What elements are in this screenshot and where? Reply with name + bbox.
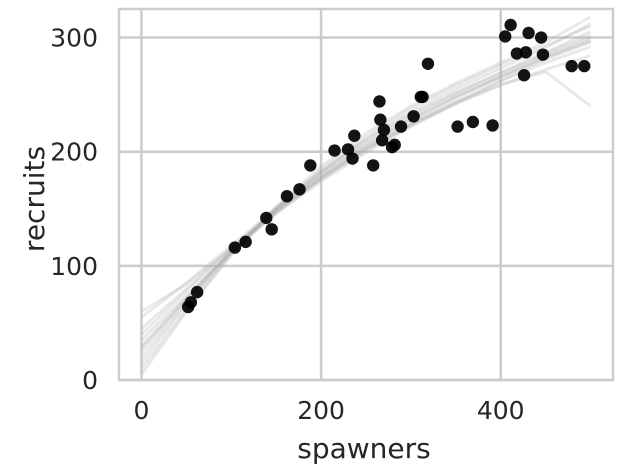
data-point [190,285,204,299]
tick-labels: 0 200 400 0 100 200 300 [50,24,524,425]
data-point [373,95,386,108]
data-point [366,159,380,172]
data-point [407,110,420,123]
data-point [239,235,252,249]
data-point [346,152,359,165]
posterior-curve [140,70,592,319]
posterior-curve [140,54,591,336]
data-point [280,190,294,203]
data-point [578,59,591,73]
data-point [451,120,464,133]
x-tick-label: 400 [477,396,525,425]
posterior-curve [140,33,592,359]
y-tick-label: 0 [82,366,98,395]
data-point [293,183,306,196]
axes-frame [117,7,615,382]
data-point [536,48,550,61]
y-tick-label: 300 [50,24,98,53]
data-point [499,30,512,43]
posterior-curve [140,22,592,364]
data-point [519,46,533,59]
data-point [421,57,435,70]
data-point [328,144,341,157]
data-point [416,90,429,104]
x-tick-label: 0 [134,396,150,425]
data-point [522,26,535,40]
data-point [375,134,389,147]
posterior-curve [140,39,592,347]
data-point [394,120,408,133]
data-point [388,138,401,152]
data-point [504,18,517,32]
x-tick-label: 200 [297,396,345,425]
y-axis-label: recruits [18,146,51,252]
data-point [265,223,278,236]
posterior-curve [140,38,592,353]
data-point [517,69,531,82]
posterior-curve [140,30,592,350]
data-point [304,159,317,172]
x-axis-label: spawners [297,432,431,465]
data-point [348,129,361,142]
data-point [374,113,387,126]
data-point [260,211,273,225]
posterior-curve [140,36,592,342]
data-point [565,59,578,73]
data-point [486,119,499,132]
data-point [534,31,548,44]
y-tick-label: 200 [50,138,98,167]
data-point [184,296,198,309]
data-point [377,123,391,137]
posterior-curve [140,45,592,330]
posterior-curve [140,40,592,313]
data-point [228,241,242,254]
y-tick-label: 100 [50,252,98,281]
data-point [466,115,480,129]
data-points [181,18,591,314]
plot-frame [117,7,615,382]
